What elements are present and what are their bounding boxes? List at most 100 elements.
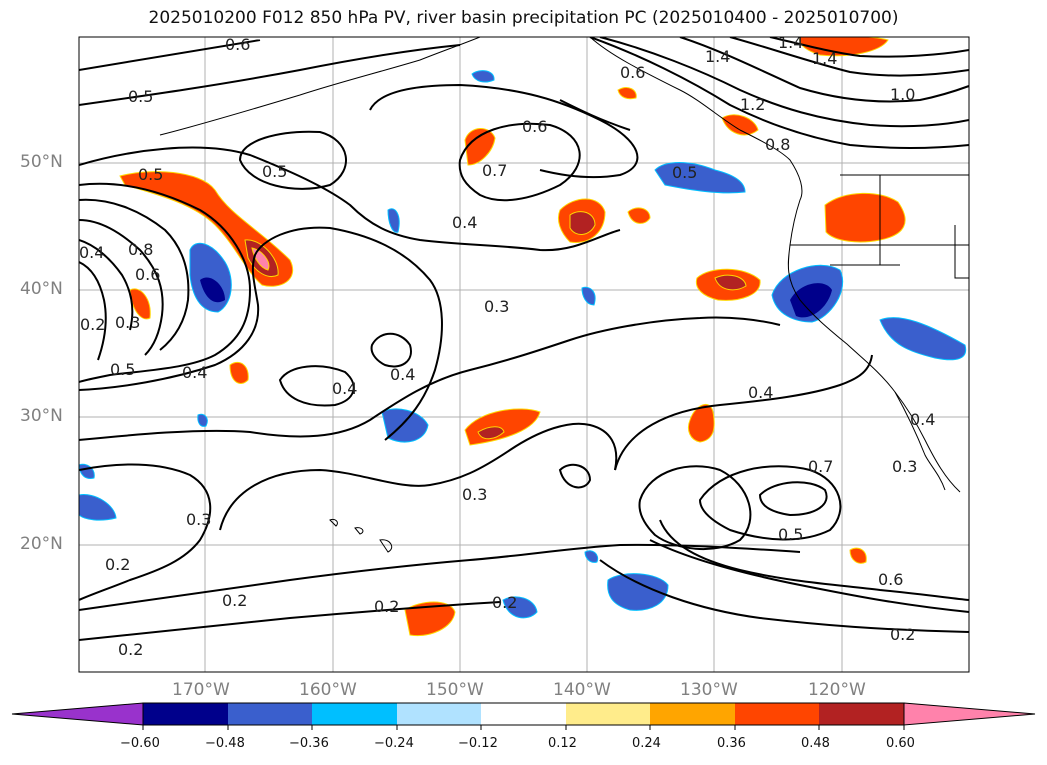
contour-label: 1.4 [812,49,837,68]
contour-label: 0.5 [672,163,697,182]
hawaii-islands [329,519,393,553]
map-title: 2025010200 F012 850 hPa PV, river basin … [148,8,899,28]
colorbar-swatch [650,703,735,725]
precip-strong-area [569,211,596,235]
contour-label: 0.5 [138,165,163,184]
map-frame [78,36,970,673]
contour-label: 0.6 [878,570,903,589]
lat-label: 40°N [20,279,63,299]
contour-label: 0.4 [79,243,104,262]
coastline-aleutians [159,37,481,136]
contour-label: 0.5 [778,525,803,544]
precipitation-shading [79,37,967,637]
contour-label: 0.4 [332,379,357,398]
precip-negative-area [607,573,669,611]
coastline-north-america [589,37,961,493]
contour-label: 0.5 [110,360,135,379]
colorbar-swatch [481,703,566,725]
contour-label: 0.2 [105,555,130,574]
colorbar-swatch [228,703,312,725]
contour-label: 0.5 [262,162,287,181]
colorbar-frame [142,702,905,726]
precip-negative-area [581,286,596,306]
colorbar-swatch [143,703,228,725]
contour-label: 0.2 [118,640,143,659]
precip-positive-area [229,361,249,384]
contour-label: 0.6 [522,117,547,136]
precip-positive-area [129,288,151,320]
state-borders [790,174,969,279]
contour-label: 0.7 [808,457,833,476]
colorbar-swatch [312,703,397,725]
colorbar-swatch [735,703,819,725]
contour-label: 0.2 [890,625,915,644]
contour-label: 1.4 [778,33,803,52]
precip-negative-area [387,208,400,233]
colorbar-extend-right [903,702,1036,726]
colorbar-tick-label: −0.24 [374,736,414,751]
contour-label: 0.4 [390,365,415,384]
precip-strongneg-area [790,283,832,318]
lat-label: 20°N [20,534,63,554]
colorbar-tick-label: 0.48 [801,736,830,751]
colorbar-tick-label: 0.36 [717,736,746,751]
precip-positive-area [799,37,889,57]
colorbar-tick-label: 0.12 [548,736,577,751]
precip-negative-area [189,242,232,313]
precip-negative-area [502,596,538,619]
contour-label: 0.4 [452,213,477,232]
colorbar-swatch [397,703,481,725]
colorbar-tick-label: −0.60 [120,736,160,751]
precip-positive-area [627,207,651,224]
contour-label: 0.2 [374,597,399,616]
coastlines [159,37,969,553]
contour-label: 0.7 [482,161,507,180]
lon-label: 140°W [553,680,611,700]
precip-positive-area [404,601,456,637]
colorbar-tick-label: 0.24 [632,736,661,751]
colorbar-extend-left [11,702,144,726]
lon-label: 150°W [426,680,484,700]
lon-label: 130°W [680,680,738,700]
precip-positive-area [687,403,715,443]
lon-label: 170°W [172,680,230,700]
coastline-baja [894,391,946,491]
contour-label: 0.6 [225,35,250,54]
contour-label: 1.2 [740,95,765,114]
colorbar [11,702,1036,730]
colorbar-swatch [566,703,650,725]
contour-label: 0.3 [115,313,140,332]
colorbar-tick-label: 0.60 [886,736,915,751]
contour-label: 0.4 [910,410,935,429]
precip-positive-area [464,128,496,166]
contour-label: 0.3 [892,457,917,476]
lon-label: 120°W [808,680,866,700]
precip-strong-area [477,426,505,440]
lat-label: 50°N [20,152,63,172]
contour-label: 0.3 [484,297,509,316]
colorbar-tick-label: −0.48 [205,736,245,751]
pv-contours [79,37,969,641]
contour-label: 0.2 [222,591,247,610]
precip-strong-area [714,274,747,291]
contour-label: 0.2 [492,593,517,612]
colorbar-tick-label: −0.36 [289,736,329,751]
precip-negative-area [654,162,746,194]
precip-positive-area [617,87,637,100]
precip-positive-area [849,547,867,564]
precip-negative-area [79,463,95,479]
precip-positive-area [721,114,759,136]
precip-strongneg-area [200,277,225,303]
precip-negative-area [79,494,117,521]
precip-negative-area [197,413,208,427]
contour-label: 0.2 [80,315,105,334]
precip-negative-area [471,70,495,83]
contour-label: 0.4 [748,383,773,402]
contour-label: 0.4 [182,363,207,382]
map-plot-area: 0.6 0.5 0.5 0.5 0.4 0.8 0.6 0.2 0.3 0.5 … [79,33,969,672]
contour-label: 1.4 [705,47,730,66]
contour-label: 0.5 [128,87,153,106]
precip-negative-area [879,317,967,361]
precip-positive-area [824,192,906,243]
